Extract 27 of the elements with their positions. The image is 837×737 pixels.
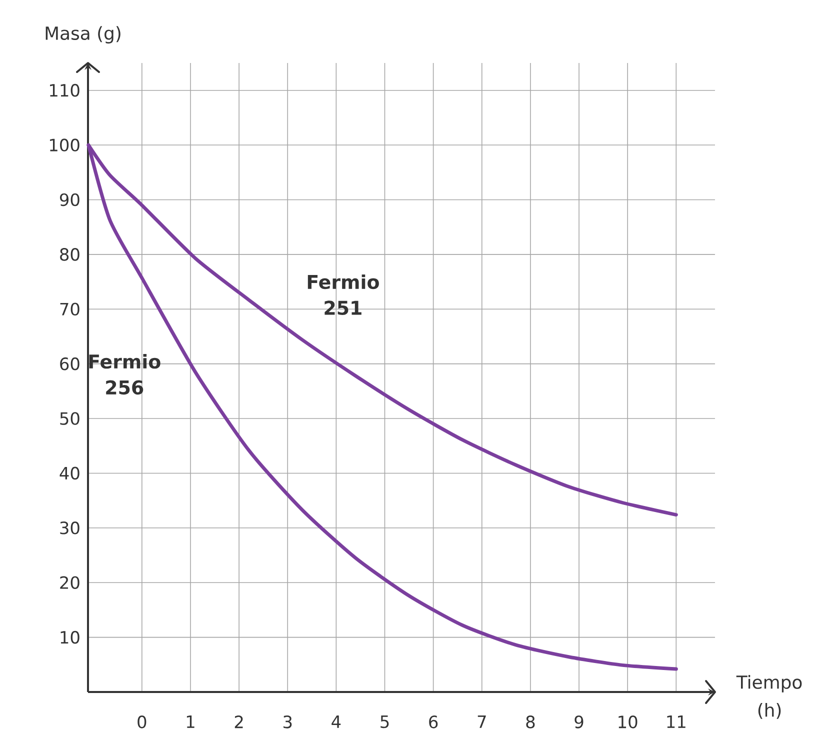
y-tick-label: 100 — [50, 138, 80, 152]
y-tick-label: 30 — [60, 522, 80, 534]
series-label: Fermio 256 — [89, 354, 160, 395]
x-tick-label: 0 — [138, 716, 146, 728]
y-tick-label: 110 — [50, 84, 80, 97]
x-tick-label: 3 — [284, 716, 292, 728]
y-tick-label: 10 — [60, 630, 80, 644]
x-tick-label: 10 — [618, 716, 638, 728]
x-tick-label: 7 — [478, 716, 486, 728]
x-tick-label: 9 — [574, 716, 584, 728]
x-tick-label: 5 — [380, 716, 389, 728]
y-axis-title: Masa (g) — [46, 26, 120, 44]
y-tick-label: 80 — [60, 248, 80, 261]
x-tick-label: 2 — [234, 716, 243, 728]
y-tick-label: 20 — [60, 576, 80, 590]
x-tick-label: 11 — [667, 716, 686, 728]
x-tick-label: 6 — [429, 716, 438, 728]
x-tick-label: 8 — [526, 716, 535, 728]
y-tick-label: 40 — [60, 466, 80, 480]
series-label: Fermio 251 — [308, 274, 379, 315]
y-tick-label: 70 — [60, 302, 80, 316]
y-tick-label: 50 — [60, 412, 80, 425]
x-tick-label: 4 — [332, 716, 341, 728]
y-tick-label: 60 — [60, 357, 80, 370]
x-axis-title: Tiempo (h) — [736, 675, 802, 719]
x-tick-label: 1 — [186, 716, 194, 728]
y-tick-label: 90 — [60, 193, 80, 206]
